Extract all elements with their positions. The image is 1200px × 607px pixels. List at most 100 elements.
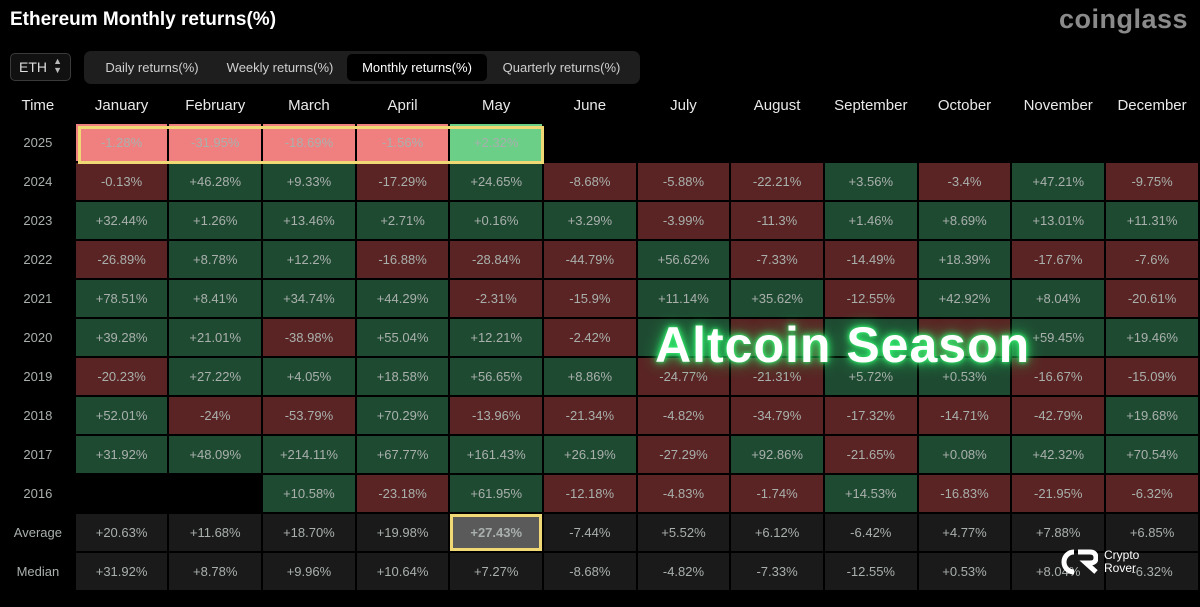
return-cell: -16.88% bbox=[356, 241, 449, 278]
return-cell: -21.65% bbox=[824, 436, 917, 473]
return-cell: -26.89% bbox=[75, 241, 168, 278]
return-cell: -15.9% bbox=[544, 280, 636, 317]
return-cell bbox=[731, 319, 823, 356]
table-row-2018: 2018 +52.01% -24% -53.79% +70.29% -13.96% -21.… bbox=[2, 397, 1198, 434]
tab-monthly[interactable]: Monthly returns(%) bbox=[347, 54, 487, 81]
return-cell: +18.39% bbox=[918, 241, 1011, 278]
brand-logo: coinglass bbox=[1058, 4, 1188, 34]
return-cell: +8.41% bbox=[169, 280, 262, 317]
return-cell: +9.96% bbox=[263, 553, 355, 590]
month-header-march: March bbox=[288, 96, 330, 114]
chevron-updown-icon: ▲ ▼ bbox=[53, 56, 62, 75]
row-label: 2019 bbox=[23, 369, 53, 384]
row-label: Average bbox=[13, 525, 62, 540]
return-cell: +12.21% bbox=[450, 319, 543, 356]
row-label: 2017 bbox=[23, 447, 53, 462]
return-cell bbox=[825, 124, 917, 161]
tab-daily[interactable]: Daily returns(%) bbox=[105, 60, 199, 75]
return-cell: +161.43% bbox=[450, 436, 543, 473]
return-cell: -12.18% bbox=[544, 475, 636, 512]
row-label: 2025 bbox=[23, 135, 53, 150]
return-cell: +39.28% bbox=[75, 319, 168, 356]
return-cell bbox=[731, 124, 823, 161]
return-cell: +3.56% bbox=[824, 163, 917, 200]
return-cell: -44.79% bbox=[544, 241, 636, 278]
return-cell: -4.82% bbox=[637, 553, 730, 590]
return-cell: +0.08% bbox=[918, 436, 1011, 473]
return-cell: +55.04% bbox=[356, 319, 449, 356]
coin-select[interactable]: ETH ▲ ▼ bbox=[10, 53, 71, 81]
return-cell: +56.62% bbox=[637, 241, 730, 278]
return-cell: +8.86% bbox=[544, 358, 636, 395]
table-row-2019: 2019 -20.23% +27.22% +4.05% +18.58% +56.65% +8… bbox=[2, 358, 1198, 395]
return-cell: -17.32% bbox=[824, 397, 917, 434]
return-cell: -9.75% bbox=[1106, 163, 1198, 200]
return-cell: +8.69% bbox=[918, 202, 1011, 239]
return-cell: +1.26% bbox=[169, 202, 262, 239]
return-cell: +8.04% bbox=[1012, 553, 1105, 590]
return-cell bbox=[1012, 124, 1104, 161]
return-cell: +48.09% bbox=[169, 436, 262, 473]
return-cell bbox=[638, 124, 730, 161]
table-row-2024: 2024 -0.13% +46.28% +9.33% -17.29% +24.65% -8.… bbox=[2, 163, 1198, 200]
row-label: 2023 bbox=[23, 213, 53, 228]
returns-tabs: Daily returns(%) Weekly returns(%) Month… bbox=[84, 51, 640, 84]
return-cell: -28.84% bbox=[450, 241, 543, 278]
return-cell: +8.04% bbox=[1012, 280, 1105, 317]
return-cell: +6.12% bbox=[731, 514, 823, 551]
return-cell: -7.44% bbox=[544, 514, 636, 551]
table-row-2021: 2021 +78.51% +8.41% +34.74% +44.29% -2.31% -15… bbox=[2, 280, 1198, 317]
crypto-rover-logo-icon bbox=[1061, 549, 1098, 575]
return-cell: +2.71% bbox=[356, 202, 449, 239]
return-cell bbox=[918, 319, 1011, 356]
return-cell bbox=[76, 475, 168, 512]
table-row-2023: 2023 +32.44% +1.26% +13.46% +2.71% +0.16% +3.2… bbox=[2, 202, 1198, 239]
month-header-november: November bbox=[1023, 96, 1093, 114]
header-row: Time January February March April May June Jul… bbox=[2, 88, 1198, 122]
return-cell: -2.31% bbox=[450, 280, 543, 317]
return-cell: -5.88% bbox=[637, 163, 730, 200]
return-cell: +11.68% bbox=[169, 514, 262, 551]
return-cell: -4.83% bbox=[637, 475, 730, 512]
month-header-january: January bbox=[94, 96, 149, 114]
month-header-may: May bbox=[482, 96, 511, 114]
return-cell: +5.52% bbox=[637, 514, 730, 551]
return-cell: +70.54% bbox=[1106, 436, 1198, 473]
return-cell: +61.95% bbox=[450, 475, 543, 512]
table-row-2025: 2025 -1.28% -31.95% -18.69% -1.56% +2.32% bbox=[2, 124, 1198, 161]
table-row-average: Average +20.63% +11.68% +18.70% +19.98% +27.4… bbox=[2, 514, 1198, 551]
return-cell: +7.27% bbox=[450, 553, 543, 590]
return-cell: +42.92% bbox=[918, 280, 1011, 317]
tab-quarterly[interactable]: Quarterly returns(%) bbox=[502, 60, 621, 75]
return-cell: +9.33% bbox=[263, 163, 355, 200]
return-cell: +78.51% bbox=[75, 280, 168, 317]
return-cell: +19.46% bbox=[1106, 319, 1198, 356]
row-label: Median bbox=[16, 564, 60, 579]
return-cell: +46.28% bbox=[169, 163, 262, 200]
row-label: 2016 bbox=[23, 486, 53, 501]
return-cell: +8.78% bbox=[169, 553, 262, 590]
row-label: 2022 bbox=[23, 252, 53, 267]
return-cell: +27.22% bbox=[169, 358, 262, 395]
return-cell: -31.95% bbox=[169, 124, 262, 161]
return-cell: +92.86% bbox=[731, 436, 823, 473]
return-cell: -7.33% bbox=[731, 241, 823, 278]
return-cell: +27.43% bbox=[450, 514, 543, 551]
row-label: 2021 bbox=[23, 291, 53, 306]
return-cell: +11.14% bbox=[637, 280, 730, 317]
return-cell: +13.01% bbox=[1012, 202, 1105, 239]
tab-weekly[interactable]: Weekly returns(%) bbox=[226, 60, 334, 75]
return-cell: +6.85% bbox=[1106, 514, 1198, 551]
return-cell: -1.28% bbox=[75, 124, 168, 161]
return-cell: +47.21% bbox=[1012, 163, 1105, 200]
return-cell: +4.05% bbox=[263, 358, 355, 395]
return-cell: -2.42% bbox=[544, 319, 636, 356]
return-cell: -18.69% bbox=[263, 124, 355, 161]
return-cell: -27.29% bbox=[637, 436, 730, 473]
return-cell: +7.88% bbox=[1012, 514, 1105, 551]
return-cell: -21.34% bbox=[544, 397, 636, 434]
return-cell: -6.32% bbox=[1106, 553, 1198, 590]
return-cell: +42.32% bbox=[1012, 436, 1105, 473]
return-cell: +10.64% bbox=[356, 553, 449, 590]
return-cell: -14.49% bbox=[824, 241, 917, 278]
